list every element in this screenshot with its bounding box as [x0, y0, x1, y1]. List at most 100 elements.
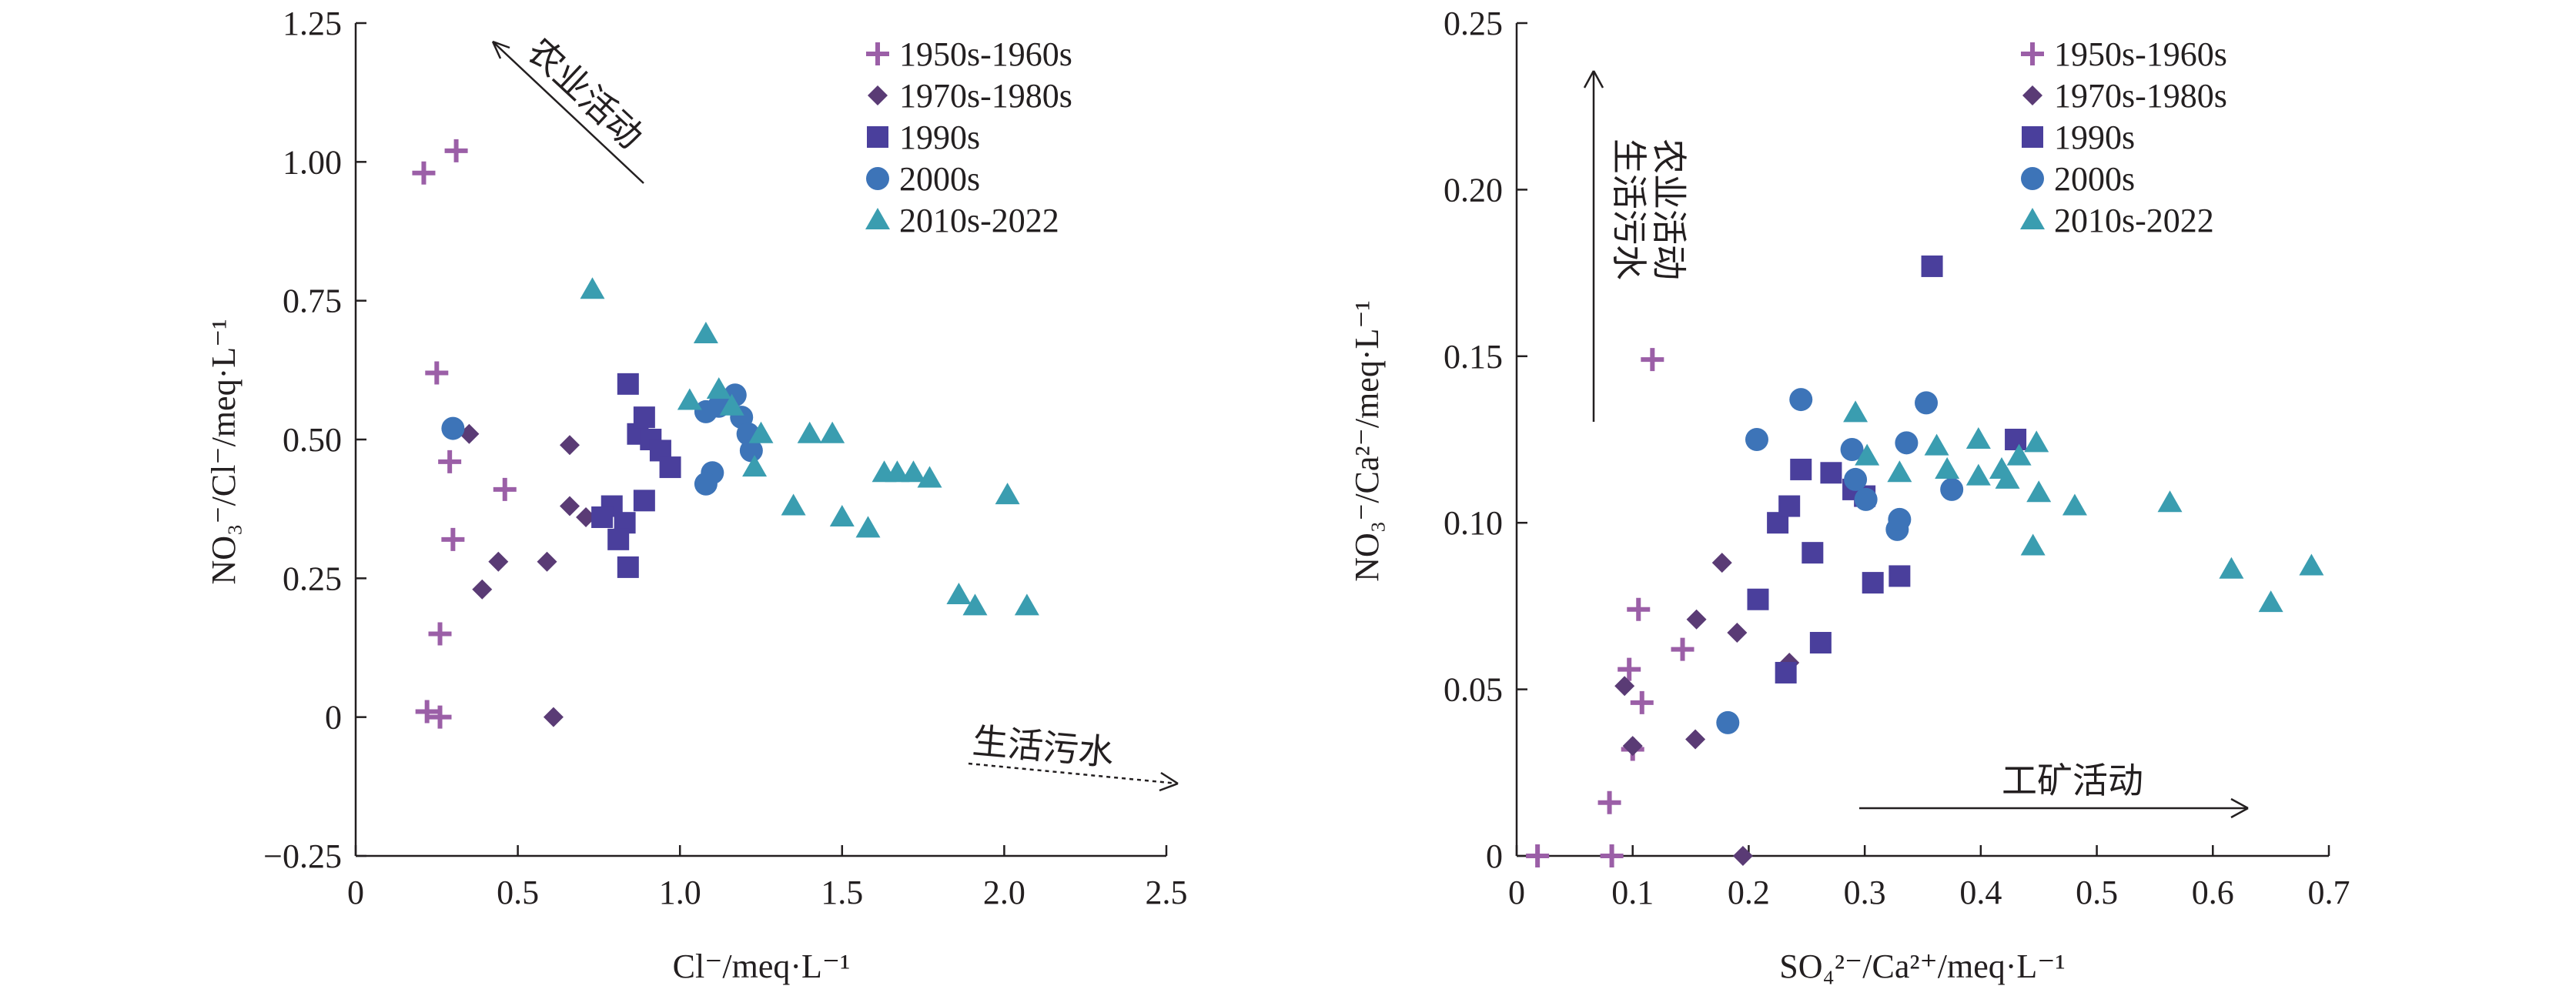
y-tick-label: 0.10: [1444, 504, 1503, 542]
data-point-square: [633, 406, 655, 429]
data-point-circle: [1915, 391, 1939, 415]
series-1950s-1960s: [1526, 348, 1694, 867]
data-point-triangle: [1965, 463, 1991, 486]
y-tick-label: 0.25: [1444, 5, 1503, 42]
data-point-triangle: [2157, 490, 2183, 513]
x-tick-label: 1.0: [659, 874, 701, 911]
y-tick-label: 0.75: [283, 282, 342, 320]
legend-label: 1950s-1960s: [899, 35, 1072, 73]
data-point-triangle: [2020, 533, 2046, 556]
data-point-triangle: [1855, 443, 1880, 466]
data-point-diamond: [1711, 553, 1732, 573]
data-point-triangle: [693, 321, 718, 343]
left-axes: 0 0.5 1.0 1.5 2.0 2.5−0.2500.250.500.751.001.…: [263, 5, 1187, 911]
data-point-plus: [441, 527, 465, 551]
data-point-plus: [1597, 790, 1621, 814]
legend-label: 1990s: [899, 119, 980, 156]
data-point-triangle: [1924, 433, 1949, 456]
data-point-plus: [1671, 637, 1694, 661]
data-point-triangle: [742, 455, 768, 477]
legend-marker-circle: [866, 167, 889, 190]
right-plot-panel: 0 0.1 0.2 0.3 0.4 0.5 0.6 0.7 0 0.05 0.10 0.15 0.20 0…: [1348, 5, 2350, 985]
legend-item: 2000s: [2021, 160, 2135, 198]
data-point-triangle: [1843, 400, 1868, 423]
mining-annotation-text: 工矿活动: [2002, 760, 2143, 801]
x-tick-label: 0.7: [2308, 874, 2350, 911]
legend-marker-plus: [866, 42, 889, 65]
data-point-diamond: [1622, 736, 1643, 757]
data-point-square: [659, 456, 681, 479]
data-point-triangle: [781, 493, 806, 516]
data-point-square: [1862, 572, 1884, 594]
data-point-square: [591, 506, 614, 528]
data-point-triangle: [2219, 556, 2244, 579]
data-point-circle: [1844, 467, 1868, 491]
legend-item: 2010s-2022: [2020, 202, 2214, 239]
data-point-triangle: [2006, 443, 2032, 466]
agriculture-annotation: 农业活动: [491, 30, 651, 184]
left-y-axis-label: NO₃⁻/Cl⁻/meq·L⁻¹: [205, 319, 243, 584]
data-point-triangle: [855, 516, 881, 538]
data-point-square: [2005, 429, 2027, 450]
data-point-triangle: [797, 421, 822, 443]
legend-marker-square: [867, 126, 888, 148]
data-point-plus: [493, 477, 517, 501]
data-point-square: [1747, 588, 1769, 610]
data-point-circle: [1854, 487, 1878, 511]
data-point-plus: [1641, 348, 1664, 372]
right-axes: 0 0.1 0.2 0.3 0.4 0.5 0.6 0.7 0 0.05 0.10 0.15 0.20 0…: [1444, 5, 2350, 911]
y-tick-label: 0.15: [1444, 338, 1503, 376]
data-point-square: [1775, 661, 1797, 683]
data-point-triangle: [1935, 456, 1960, 479]
data-point-circle: [1895, 431, 1919, 455]
series-2010s-2022: [580, 277, 1039, 616]
data-point-diamond: [559, 496, 580, 516]
data-point-plus: [1618, 657, 1641, 681]
legend-label: 1970s-1980s: [899, 77, 1072, 115]
data-point-diamond: [576, 506, 597, 527]
legend-marker-triangle: [2020, 208, 2045, 229]
right-legend: 1950s-1960s 1970s-1980s 1990s 2000s 2010s-20…: [2020, 35, 2227, 239]
left-plot-panel: 0 0.5 1.0 1.5 2.0 2.5−0.2500.250.500.751.001.…: [205, 5, 1188, 985]
data-point-plus: [1630, 690, 1654, 714]
data-point-diamond: [1727, 623, 1748, 643]
legend-label: 1990s: [2054, 119, 2135, 156]
data-point-diamond: [1686, 609, 1707, 630]
mining-annotation: 工矿活动: [1859, 760, 2249, 819]
data-point-circle: [1716, 710, 1740, 734]
y-tick-label: 0.25: [283, 560, 342, 597]
data-point-triangle: [1887, 460, 1912, 483]
x-tick-label: 0: [1508, 874, 1525, 911]
data-point-triangle: [2062, 493, 2087, 516]
legend-item: 2000s: [866, 160, 980, 198]
x-tick-label: 0.3: [1844, 874, 1886, 911]
data-point-square: [617, 373, 639, 395]
right-data-points: [1526, 255, 2324, 867]
data-point-circle: [1840, 437, 1864, 461]
data-point-triangle: [580, 277, 605, 299]
data-point-circle: [441, 416, 465, 440]
x-tick-label: 0.2: [1728, 874, 1770, 911]
legend-marker-circle: [2021, 167, 2044, 190]
series-1970s-1980s: [459, 423, 597, 727]
left-legend: 1950s-1960s 1970s-1980s 1990s 2000s 2010s-20…: [865, 35, 1072, 239]
data-point-circle: [1789, 388, 1813, 412]
data-point-square: [1809, 632, 1832, 654]
left-x-axis-label: Cl⁻/meq·L⁻¹: [673, 948, 851, 985]
data-point-triangle: [677, 388, 702, 410]
data-point-circle: [1940, 477, 1964, 501]
data-point-triangle: [901, 460, 926, 483]
data-point-diamond: [1732, 846, 1753, 866]
data-point-square: [1802, 542, 1824, 564]
data-point-triangle: [885, 460, 910, 483]
legend-label: 2010s-2022: [899, 202, 1059, 239]
data-point-triangle: [748, 421, 774, 443]
x-tick-label: 0.5: [2076, 874, 2118, 911]
data-point-triangle: [995, 483, 1020, 505]
left-data-points: [412, 139, 1039, 729]
data-point-triangle: [2258, 590, 2283, 613]
right-y-axis-label: NO₃⁻/Ca²⁻/meq·L⁻¹: [1348, 300, 1386, 582]
legend-item: 2010s-2022: [865, 202, 1059, 239]
series-1950s-1960s: [412, 139, 517, 729]
